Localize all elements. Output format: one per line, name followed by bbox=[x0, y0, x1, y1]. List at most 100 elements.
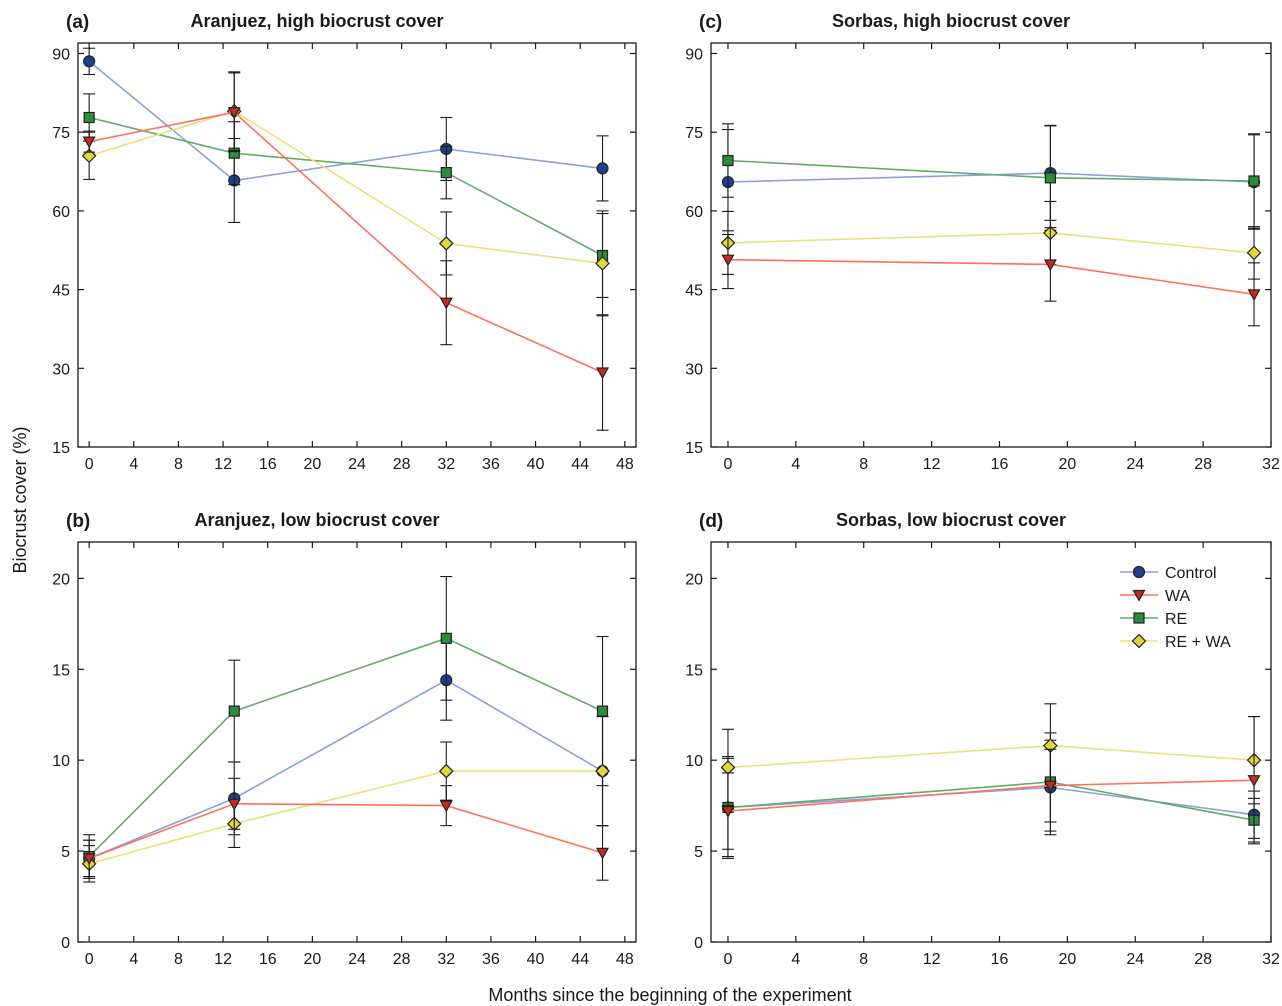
data-point-control bbox=[596, 162, 609, 175]
series-line-re bbox=[88, 637, 603, 858]
y-tick-label: 60 bbox=[685, 204, 703, 221]
x-axis-label: Months since the beginning of the experi… bbox=[488, 985, 851, 1005]
x-tick-label: 28 bbox=[393, 456, 411, 473]
data-point-re bbox=[1248, 175, 1260, 187]
data-point-re-wa bbox=[720, 760, 736, 775]
series-wa bbox=[82, 72, 610, 431]
data-point-re bbox=[83, 111, 95, 124]
data-point-re-wa bbox=[438, 763, 454, 779]
x-tick-label: 8 bbox=[859, 456, 868, 473]
x-tick-label: 4 bbox=[791, 951, 800, 968]
data-point-re bbox=[440, 632, 452, 644]
x-tick-label: 0 bbox=[85, 951, 94, 968]
y-tick-label: 10 bbox=[52, 753, 70, 770]
legend-marker bbox=[1132, 589, 1146, 602]
series-re-wa bbox=[720, 200, 1262, 280]
data-point-re-wa bbox=[1246, 245, 1262, 261]
x-tick-label: 32 bbox=[1262, 456, 1280, 473]
data-point-re bbox=[228, 705, 240, 717]
data-point-re bbox=[596, 705, 609, 717]
x-tick-label: 24 bbox=[348, 951, 366, 968]
x-tick-label: 20 bbox=[303, 951, 321, 968]
panel-label: (d) bbox=[699, 511, 723, 532]
panel-label: (c) bbox=[699, 12, 722, 33]
x-tick-label: 16 bbox=[259, 456, 277, 473]
x-tick-label: 12 bbox=[923, 951, 941, 968]
data-point-wa bbox=[1043, 259, 1057, 272]
x-tick-label: 36 bbox=[482, 456, 500, 473]
panel-label: (a) bbox=[66, 12, 89, 33]
x-tick-label: 12 bbox=[923, 456, 941, 473]
legend-label: WA bbox=[1165, 588, 1191, 605]
y-tick-label: 45 bbox=[685, 283, 703, 300]
x-tick-label: 40 bbox=[527, 951, 545, 968]
legend-entry-re-wa: RE + WA bbox=[1120, 633, 1231, 651]
data-point-wa bbox=[82, 853, 96, 866]
x-tick-label: 44 bbox=[571, 951, 589, 968]
plot-frame bbox=[710, 42, 1272, 448]
y-tick-label: 15 bbox=[685, 662, 703, 679]
x-tick-label: 4 bbox=[791, 456, 800, 473]
x-tick-label: 36 bbox=[482, 951, 500, 968]
y-tick-label: 20 bbox=[685, 571, 703, 588]
x-tick-label: 4 bbox=[129, 456, 138, 473]
x-tick-label: 0 bbox=[85, 456, 94, 473]
series-line-control bbox=[88, 60, 603, 182]
x-tick-label: 44 bbox=[571, 456, 589, 473]
legend-marker bbox=[1131, 633, 1147, 649]
data-point-control bbox=[83, 55, 96, 68]
x-tick-label: 8 bbox=[174, 456, 183, 473]
x-tick-label: 32 bbox=[437, 456, 455, 473]
legend-entry-wa: WA bbox=[1120, 588, 1191, 605]
series-line-re-wa bbox=[88, 110, 603, 265]
series-wa bbox=[721, 715, 1261, 850]
legend-label: Control bbox=[1165, 565, 1217, 582]
legend-marker bbox=[1133, 612, 1145, 624]
plot-frame bbox=[710, 541, 1272, 943]
series-line-wa bbox=[88, 802, 603, 860]
legend-label: RE bbox=[1165, 611, 1187, 628]
x-tick-label: 8 bbox=[859, 951, 868, 968]
series-line-control bbox=[88, 679, 603, 860]
data-point-wa bbox=[439, 800, 453, 813]
x-tick-label: 0 bbox=[724, 456, 733, 473]
panel-title: Aranjuez, low biocrust cover bbox=[194, 510, 439, 530]
data-point-wa bbox=[596, 847, 610, 860]
data-point-re-wa bbox=[595, 763, 610, 779]
series-line-wa bbox=[727, 258, 1255, 296]
x-tick-label: 48 bbox=[616, 456, 634, 473]
y-tick-label: 15 bbox=[52, 662, 70, 679]
y-tick-label: 60 bbox=[52, 204, 70, 221]
series-re-wa bbox=[81, 715, 610, 883]
series-line-re-wa bbox=[727, 232, 1255, 254]
legend-label: RE + WA bbox=[1165, 634, 1231, 651]
y-tick-label: 20 bbox=[52, 571, 70, 588]
y-tick-label: 5 bbox=[61, 844, 70, 861]
x-tick-label: 24 bbox=[1126, 951, 1144, 968]
data-point-wa bbox=[1043, 780, 1057, 793]
legend: Control WA RE RE + WA bbox=[1120, 565, 1231, 651]
x-tick-label: 0 bbox=[724, 951, 733, 968]
legend-entry-control: Control bbox=[1120, 565, 1217, 582]
x-tick-label: 28 bbox=[1194, 456, 1212, 473]
y-tick-label: 30 bbox=[52, 361, 70, 378]
data-point-re-wa bbox=[595, 256, 610, 271]
series-re bbox=[721, 123, 1261, 231]
y-tick-label: 5 bbox=[694, 844, 703, 861]
panel-title: Sorbas, low biocrust cover bbox=[836, 510, 1066, 530]
series-re bbox=[83, 93, 609, 299]
y-tick-label: 90 bbox=[685, 46, 703, 63]
data-point-wa bbox=[227, 107, 241, 120]
data-point-wa bbox=[439, 297, 453, 310]
x-tick-label: 32 bbox=[1262, 951, 1280, 968]
y-tick-label: 30 bbox=[685, 361, 703, 378]
x-tick-label: 12 bbox=[214, 951, 232, 968]
x-tick-label: 12 bbox=[214, 456, 232, 473]
series-re bbox=[721, 732, 1261, 859]
data-point-wa bbox=[721, 254, 735, 267]
series-re bbox=[83, 575, 609, 879]
